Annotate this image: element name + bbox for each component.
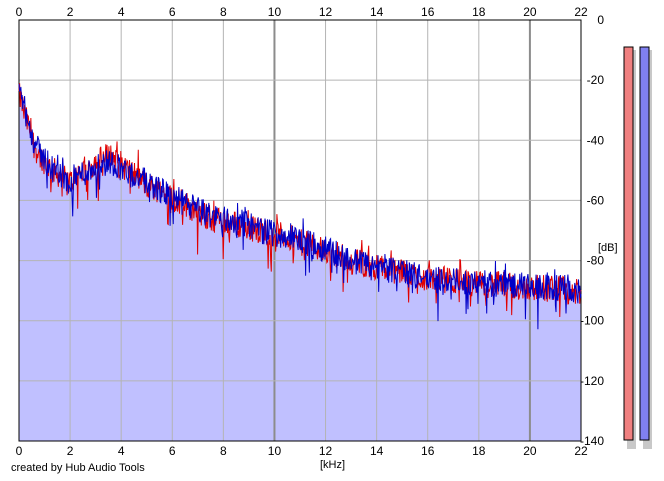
x-tick-label-top: 14: [370, 5, 384, 19]
x-tick-label-top: 10: [268, 5, 282, 19]
right-channel-line: [18, 84, 582, 330]
credit-text: created by Hub Audio Tools: [11, 462, 145, 474]
x-tick-label-bottom: 20: [523, 444, 537, 458]
x-axis-label: [kHz]: [320, 459, 345, 471]
x-tick-label-top: 2: [67, 5, 74, 19]
plot-border: [18, 19, 582, 442]
y-tick-label: -120: [580, 374, 604, 388]
x-tick-label-bottom: 12: [319, 444, 333, 458]
x-tick-label-top: 18: [472, 5, 486, 19]
x-tick-label-bottom: 10: [268, 444, 282, 458]
x-tick-label-bottom: 4: [118, 444, 125, 458]
y-tick-label: -20: [587, 73, 605, 87]
spectrum-fill: [19, 83, 581, 441]
x-tick-label-top: 22: [574, 5, 588, 19]
x-tick-label-top: 12: [319, 5, 333, 19]
x-tick-label-bottom: 18: [472, 444, 486, 458]
y-tick-label: -60: [587, 193, 605, 207]
x-tick-label-bottom: 2: [67, 444, 74, 458]
y-axis-label: [dB]: [598, 242, 618, 254]
y-tick-label: -80: [587, 254, 605, 268]
x-tick-label-top: 8: [220, 5, 227, 19]
right-level-meter: [639, 46, 650, 441]
x-tick-label-bottom: 16: [421, 444, 435, 458]
left-level-meter: [623, 46, 634, 441]
x-tick-label-top: 4: [118, 5, 125, 19]
x-tick-label-bottom: 22: [574, 444, 588, 458]
x-tick-label-bottom: 6: [169, 444, 176, 458]
x-tick-label-bottom: 14: [370, 444, 384, 458]
x-tick-label-top: 6: [169, 5, 176, 19]
x-tick-label-top: 16: [421, 5, 435, 19]
y-tick-label: -40: [587, 133, 605, 147]
y-tick-label: -100: [580, 314, 604, 328]
x-tick-label-top: 20: [523, 5, 537, 19]
x-tick-label-top: 0: [16, 5, 23, 19]
x-tick-label-bottom: 0: [16, 444, 23, 458]
y-tick-label: -140: [580, 434, 604, 448]
x-tick-label-bottom: 8: [220, 444, 227, 458]
y-tick-label: 0: [597, 13, 604, 27]
